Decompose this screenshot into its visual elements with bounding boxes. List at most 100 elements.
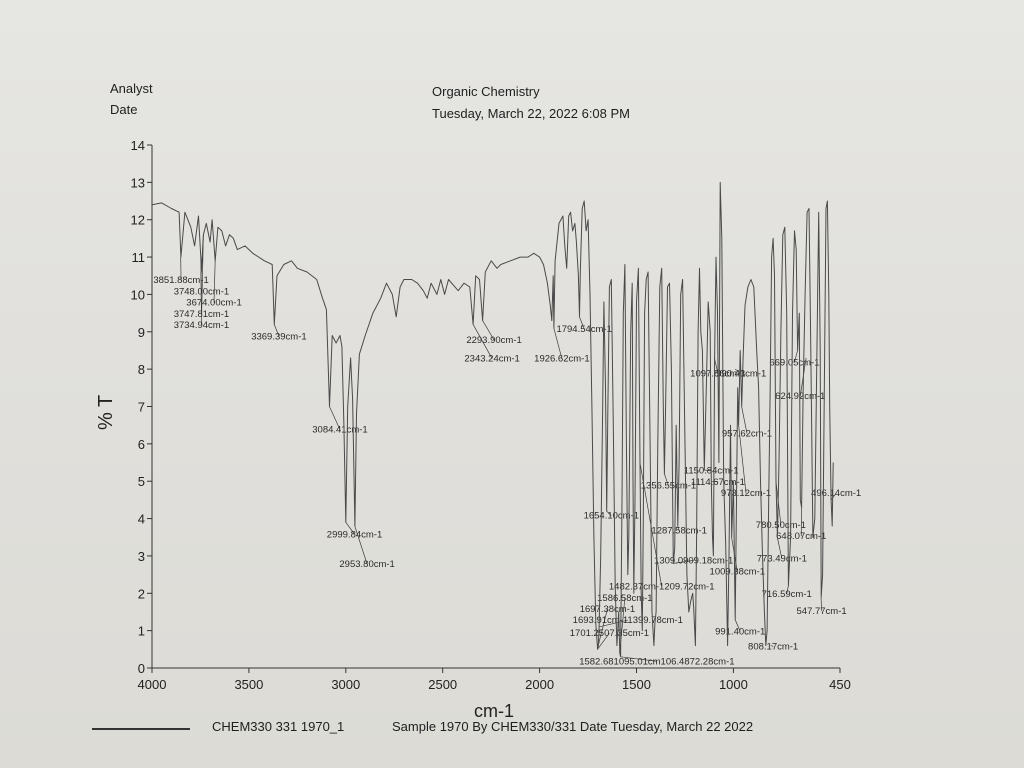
peak-leader-line xyxy=(200,272,202,314)
x-axis-title: cm-1 xyxy=(474,701,514,721)
analyst-label: Analyst xyxy=(110,81,153,96)
peak-label: 2953.80cm-1 xyxy=(339,559,394,570)
peak-leader-line xyxy=(830,492,837,501)
y-tick-label: 3 xyxy=(138,549,145,564)
x-tick-label: 2500 xyxy=(428,677,457,692)
peak-label: 1926.62cm-1 xyxy=(534,354,589,365)
peak-label: 1114.67cm-1 xyxy=(691,477,745,488)
y-tick-label: 12 xyxy=(131,213,145,228)
peak-leader-line xyxy=(738,425,747,494)
peak-leader-line xyxy=(673,560,694,564)
report-title: Organic Chemistry xyxy=(432,84,540,99)
peak-leader-line xyxy=(213,260,216,303)
peak-label: 2999.84cm-1 xyxy=(327,529,382,540)
peak-leader-line xyxy=(472,324,493,359)
peak-label: 669.05cm-1 xyxy=(769,357,819,368)
x-tick-label: 1000 xyxy=(719,677,748,692)
chart-axes xyxy=(151,145,840,669)
peak-label: 3369.39cm-1 xyxy=(251,331,306,342)
peak-label: 2293.90cm-1 xyxy=(466,335,521,346)
y-tick-label: 2 xyxy=(138,586,145,601)
peak-label: 648.07cm-1 xyxy=(776,531,826,542)
peak-label: 1356.55cm-1 xyxy=(641,481,696,492)
y-tick-label: 5 xyxy=(138,474,145,489)
date-label: Date xyxy=(110,102,138,117)
peak-label: 957.62cm-1 xyxy=(722,428,772,439)
peak-label: 716.59cm-1 xyxy=(762,589,812,600)
peak-label: 3084.41cm-1 xyxy=(312,425,367,436)
peak-leader-line xyxy=(794,350,798,363)
legend-series-name: CHEM330 331 1970_1 xyxy=(212,719,345,734)
y-tick-label: 6 xyxy=(138,437,145,452)
peak-leader-line xyxy=(579,316,585,329)
x-tick-label: 2000 xyxy=(525,677,554,692)
peak-label: 496.14cm-1 xyxy=(811,488,861,499)
peak-label: 3674.00cm-1 xyxy=(186,298,241,309)
peak-leader-line xyxy=(770,645,774,647)
y-axis-title: % T xyxy=(95,395,117,430)
spectrum-line xyxy=(151,181,834,658)
peak-label: 1287.58cm-1 xyxy=(651,526,706,537)
y-tick-label: 8 xyxy=(138,362,145,377)
peak-leader-line xyxy=(329,406,341,430)
x-tick-label: 450 xyxy=(829,677,851,692)
x-tick-label: 3500 xyxy=(234,677,263,692)
peak-leader-line xyxy=(711,480,718,483)
peak-leader-line xyxy=(482,320,495,341)
peak-label: 1009.38cm-1 xyxy=(710,567,765,578)
peak-leader-line xyxy=(345,522,355,535)
y-tick-label: 14 xyxy=(131,138,145,153)
peak-label: 2343.24cm-1 xyxy=(464,354,519,365)
peak-leader-line xyxy=(786,585,789,595)
y-tick-label: 9 xyxy=(138,325,145,340)
peak-label: 3851.88cm-1 xyxy=(153,275,208,286)
peak-leader-line xyxy=(741,406,748,434)
peak-leader-line xyxy=(553,327,563,359)
peak-label: 973.12cm-1 xyxy=(721,488,771,499)
peak-label: 1482.37cm-1209.72cm-1 xyxy=(609,582,715,593)
peak-leader-line xyxy=(734,619,741,632)
y-tick-label: 4 xyxy=(138,512,145,527)
peak-leader-line xyxy=(597,608,608,646)
y-tick-label: 1 xyxy=(138,624,145,639)
peak-leader-line xyxy=(606,510,612,516)
y-tick-label: 10 xyxy=(131,287,145,302)
x-tick-label: 3000 xyxy=(331,677,360,692)
peak-label: 624.92cm-1 xyxy=(775,391,825,402)
peak-leader-line xyxy=(354,525,368,565)
peak-label: 1697.38cm-1 xyxy=(580,604,635,615)
peak-leader-line xyxy=(273,324,280,337)
peak-label: 1582.681095.01cm106.4872.28cm-1 xyxy=(579,656,734,667)
peak-label: 991.40cm-1 xyxy=(715,626,765,637)
x-tick-label: 1500 xyxy=(622,677,651,692)
report-datetime: Tuesday, March 22, 2022 6:08 PM xyxy=(432,106,630,121)
y-tick-label: 0 xyxy=(138,661,145,676)
y-tick-label: 13 xyxy=(131,175,145,190)
peak-label: 1654.10cm-1 xyxy=(584,511,639,522)
peak-label: 1794.54cm-1 xyxy=(556,324,611,335)
peak-label: 1693.91cm-11399.78cm-1 xyxy=(573,615,683,626)
peak-leader-line xyxy=(677,525,680,531)
peak-leader-line xyxy=(776,537,783,559)
peak-label: 773.49cm-1 xyxy=(757,554,807,565)
peak-label: 547.77cm-1 xyxy=(797,606,847,617)
peak-label: 1586.58cm-1 xyxy=(597,593,652,604)
peak-label: 1701.2507.35cm-1 xyxy=(570,628,649,639)
peak-leader-line xyxy=(820,597,822,611)
x-tick-label: 4000 xyxy=(138,677,167,692)
legend-line-swatch xyxy=(92,728,190,730)
y-tick-label: 11 xyxy=(132,250,146,265)
peak-leader-line xyxy=(663,473,669,486)
spectrum-series xyxy=(151,181,834,658)
peak-leader-line xyxy=(620,656,657,662)
peak-leader-line xyxy=(704,469,712,472)
sample-description: Sample 1970 By CHEM330/331 Date Tuesday,… xyxy=(392,719,754,734)
peak-label: 808.17cm-1 xyxy=(748,641,798,652)
peak-leader-line xyxy=(597,633,610,650)
peak-label: 1309.0909.18cm-1 xyxy=(654,555,733,566)
peak-label: 780.50cm-1 xyxy=(756,520,806,531)
peak-label: 3734.94cm-1 xyxy=(174,320,229,331)
y-tick-label: 7 xyxy=(138,400,145,415)
